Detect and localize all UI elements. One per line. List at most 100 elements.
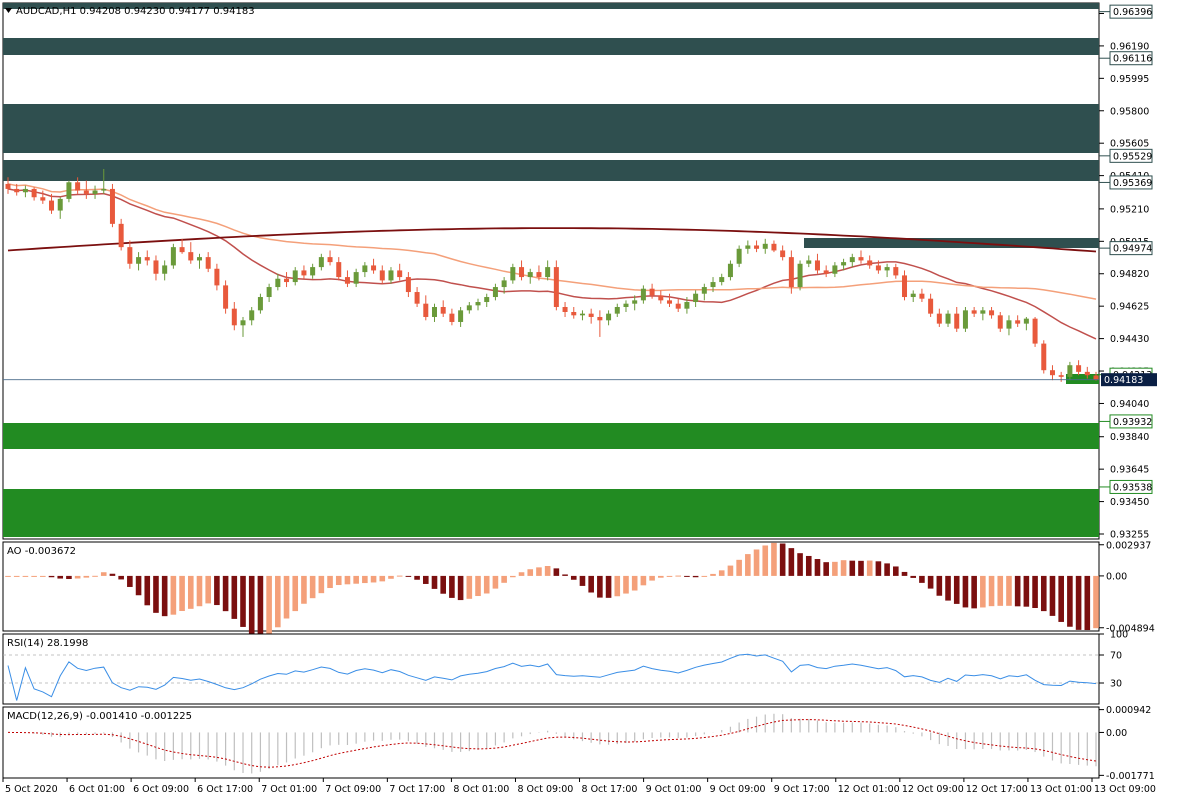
candle bbox=[710, 277, 716, 293]
ao-bar bbox=[1049, 575, 1056, 616]
rsi-line bbox=[7, 653, 1097, 701]
candle bbox=[893, 263, 899, 279]
ao-bar bbox=[536, 567, 542, 576]
candle bbox=[449, 308, 455, 326]
ao-bar bbox=[701, 575, 708, 577]
ao-bar bbox=[832, 561, 838, 576]
candle bbox=[118, 218, 124, 251]
candle bbox=[1067, 361, 1073, 381]
time-tick-label: 5 Oct 2020 bbox=[5, 784, 58, 795]
candle bbox=[754, 240, 760, 253]
candle bbox=[902, 270, 908, 301]
ao-bar bbox=[248, 575, 255, 634]
zone-price-label: 0.96396 bbox=[1113, 7, 1152, 18]
candle bbox=[693, 290, 699, 308]
ao-bar bbox=[1067, 575, 1073, 627]
ao-bar bbox=[1093, 575, 1099, 629]
candle bbox=[962, 307, 968, 332]
candle bbox=[292, 267, 298, 286]
rsi-panel[interactable] bbox=[2, 633, 1100, 705]
time-tick-label: 7 Oct 01:00 bbox=[261, 784, 317, 795]
price-tick-label: 0.94040 bbox=[1110, 399, 1149, 410]
ao-bar bbox=[449, 575, 455, 598]
ao-bar bbox=[684, 575, 690, 577]
candle bbox=[379, 265, 385, 284]
candle bbox=[823, 265, 829, 278]
candle bbox=[632, 295, 638, 311]
macd-panel[interactable] bbox=[2, 706, 1100, 779]
ao-bar bbox=[13, 575, 20, 577]
symbol-header: AUDCAD,H1 0.94208 0.94230 0.94177 0.9418… bbox=[16, 6, 255, 17]
candle bbox=[1076, 360, 1082, 376]
candle bbox=[284, 272, 290, 288]
candle bbox=[797, 260, 803, 291]
support-zone[interactable] bbox=[3, 423, 1099, 449]
support-zone[interactable] bbox=[3, 489, 1099, 537]
price-tick-label: 0.94430 bbox=[1110, 334, 1149, 345]
svg-text:0.94183: 0.94183 bbox=[1104, 375, 1143, 386]
ao-bar bbox=[675, 575, 682, 577]
ao-bar bbox=[353, 575, 359, 584]
ao-bar bbox=[48, 575, 55, 578]
ma-mid-line bbox=[7, 183, 1097, 300]
candle bbox=[745, 240, 751, 254]
resistance-zone[interactable] bbox=[3, 38, 1099, 55]
resistance-zone[interactable] bbox=[3, 3, 1099, 9]
candle bbox=[771, 240, 777, 253]
resistance-zone[interactable] bbox=[3, 160, 1099, 181]
ao-bar bbox=[1023, 575, 1030, 607]
candle bbox=[562, 302, 568, 317]
ao-bar bbox=[597, 575, 603, 598]
ao-bar bbox=[205, 575, 211, 604]
time-tick-label: 6 Oct 17:00 bbox=[197, 784, 253, 795]
ao-bar bbox=[623, 575, 629, 594]
time-tick-label: 12 Oct 17:00 bbox=[966, 784, 1028, 795]
ao-bar bbox=[309, 575, 316, 599]
candle bbox=[701, 283, 707, 301]
ao-bar bbox=[66, 575, 72, 580]
candle bbox=[257, 293, 263, 314]
candle bbox=[196, 253, 202, 269]
candle bbox=[858, 250, 864, 264]
candle bbox=[501, 277, 507, 294]
symbol-dropdown-icon[interactable] bbox=[5, 8, 12, 13]
candle bbox=[867, 255, 873, 269]
time-tick-label: 7 Oct 17:00 bbox=[389, 784, 445, 795]
ao-bar bbox=[562, 574, 568, 576]
ao-bar bbox=[187, 575, 194, 609]
candle bbox=[223, 280, 229, 314]
candle bbox=[936, 308, 942, 327]
candle bbox=[527, 268, 533, 284]
ao-bar bbox=[997, 575, 1004, 606]
candle bbox=[675, 298, 681, 312]
ao-panel[interactable] bbox=[2, 541, 1100, 632]
resistance-zone[interactable] bbox=[804, 238, 1099, 248]
time-tick-label: 8 Oct 01:00 bbox=[453, 784, 509, 795]
ao-bar bbox=[231, 575, 238, 619]
zone-price-tag bbox=[1109, 175, 1153, 190]
time-tick-label: 13 Oct 09:00 bbox=[1094, 784, 1156, 795]
ao-bar bbox=[910, 575, 917, 578]
candle bbox=[780, 245, 786, 261]
candle bbox=[162, 260, 168, 281]
support-zone[interactable] bbox=[1066, 374, 1099, 384]
resistance-zone[interactable] bbox=[3, 104, 1099, 153]
ao-bar bbox=[266, 575, 272, 634]
ao-histogram bbox=[5, 542, 1099, 637]
main-price-panel[interactable] bbox=[2, 2, 1100, 540]
ao-bar bbox=[74, 575, 81, 579]
candle bbox=[875, 260, 881, 274]
candle bbox=[1093, 371, 1099, 381]
ao-bar bbox=[327, 575, 333, 589]
time-tick-label: 6 Oct 09:00 bbox=[133, 784, 189, 795]
ao-bar bbox=[22, 575, 29, 577]
candle bbox=[109, 183, 115, 228]
candle bbox=[205, 252, 211, 273]
ao-bar bbox=[884, 563, 890, 576]
candle bbox=[266, 283, 272, 303]
ao-bar bbox=[214, 575, 220, 606]
candle bbox=[1058, 371, 1064, 382]
ao-bar bbox=[466, 575, 473, 599]
ao-bar bbox=[396, 575, 403, 577]
